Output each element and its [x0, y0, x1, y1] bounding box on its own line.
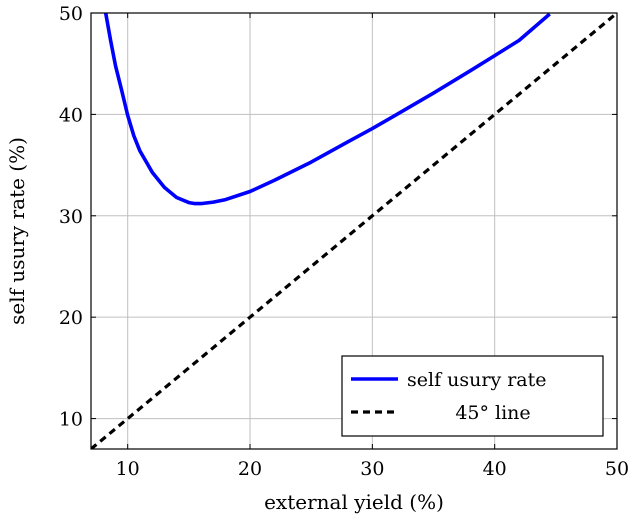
legend-label-self-usury-rate: self usury rate	[407, 369, 547, 391]
x-tick-label: 20	[238, 458, 262, 480]
y-tick-label: 30	[59, 206, 83, 228]
x-tick-label: 10	[116, 458, 140, 480]
plot-frame	[90, 12, 618, 450]
series-line-self-usury-rate	[103, 13, 551, 206]
legend-box	[341, 355, 604, 437]
y-tick-label: 50	[59, 3, 83, 25]
series-layer	[91, 13, 617, 449]
y-tick-label: 10	[59, 409, 83, 431]
legend: self usury rate 45° line	[341, 355, 604, 437]
y-tick-label: 40	[59, 104, 83, 126]
y-axis-label: self usury rate (%)	[5, 137, 29, 325]
x-tick-label: 30	[360, 458, 384, 480]
series-line-45-degree-line	[91, 13, 617, 449]
x-tick-label: 50	[605, 458, 629, 480]
tick-labels: 10 20 30 40 50 10 20 30 40 50	[59, 3, 629, 480]
y-tick-label: 20	[59, 307, 83, 329]
x-axis-label: external yield (%)	[264, 490, 444, 514]
legend-label-45-degree-line: 45° line	[455, 402, 530, 424]
x-tick-label: 40	[483, 458, 507, 480]
